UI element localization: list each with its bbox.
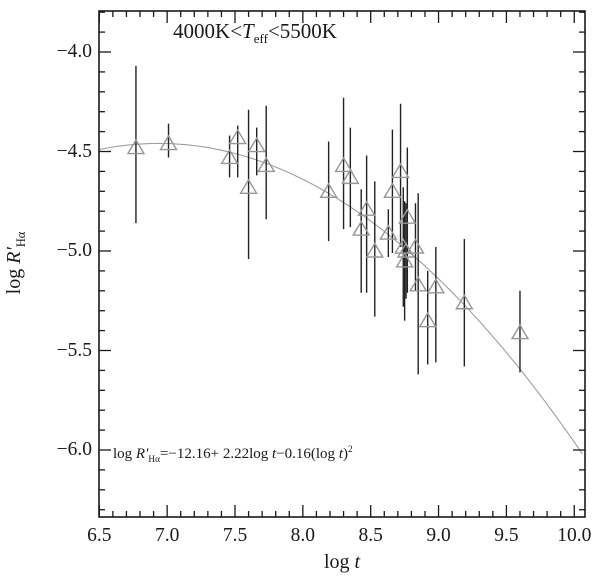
x-tick-label: 9.5	[494, 525, 519, 546]
data-point-marker	[239, 178, 258, 195]
data-point-marker	[379, 224, 398, 240]
data-point-marker	[357, 200, 376, 216]
data-point-marker	[126, 138, 146, 155]
teff-symbol: T	[242, 19, 254, 43]
data-point-marker	[408, 275, 428, 292]
x-title-t: t	[354, 551, 361, 573]
data-point-marker	[426, 277, 446, 294]
data-point-marker	[228, 128, 247, 145]
data-point-marker	[391, 162, 410, 179]
data-point-marker	[455, 293, 474, 310]
eq-coefficients: =−12.16+ 2.22log	[159, 446, 273, 462]
x-tick-label: 6.5	[87, 525, 112, 546]
y-title-halpha-subscript: Hα	[14, 231, 28, 248]
teff-range-post: <5500K	[267, 19, 337, 43]
data-point-marker	[159, 134, 178, 151]
x-title-log: log	[323, 551, 355, 573]
eq-close-paren: )	[342, 446, 348, 462]
teff-subscript: eff	[253, 31, 268, 47]
data-point-marker	[383, 182, 402, 198]
teff-range-pre: 4000K<	[173, 19, 243, 43]
eq-r-symbol: R′	[135, 446, 149, 462]
data-point-marker	[247, 136, 266, 153]
x-axis-title: log t	[280, 551, 404, 574]
data-point-marker	[396, 242, 416, 258]
plot-border	[98, 10, 586, 518]
eq-t-symbol-1: t	[272, 446, 277, 462]
eq-quadratic-term: −0.16(log	[276, 446, 339, 462]
x-tick-label: 10.0	[557, 525, 592, 546]
eq-log: log	[113, 446, 136, 462]
data-point-marker	[341, 168, 360, 185]
y-tick-label: −5.0	[56, 240, 92, 261]
y-title-r: R′	[3, 247, 25, 264]
annotation-teff-range: 4000K<Teff<5500K	[105, 19, 405, 47]
data-point-marker	[351, 220, 371, 236]
x-tick-label: 7.0	[154, 525, 180, 546]
y-tick-label: −6.0	[56, 439, 92, 460]
x-tick-label: 7.5	[222, 525, 248, 546]
data-point-marker	[334, 156, 353, 173]
annotation-fit-equation: log R′Hα=−12.16+ 2.22log t−0.16(log t)2	[113, 445, 353, 465]
data-point-marker	[395, 252, 414, 268]
y-tick-label: −4.0	[56, 41, 92, 62]
data-point-marker	[406, 238, 425, 254]
data-point-marker	[220, 148, 239, 165]
data-point-marker	[510, 323, 530, 340]
data-point-marker	[319, 182, 338, 198]
x-tick-label: 8.5	[358, 525, 383, 546]
data-point-marker	[365, 242, 384, 258]
x-tick-label: 8.0	[290, 525, 316, 546]
y-tick-label: −4.5	[56, 140, 92, 162]
fit-curve	[99, 142, 583, 455]
eq-halpha-subscript: Hα	[148, 455, 160, 465]
data-point-marker	[398, 208, 417, 224]
eq-square-superscript: 2	[347, 445, 353, 455]
x-tick-label: 9.0	[426, 525, 451, 546]
data-point-marker	[256, 156, 276, 173]
data-point-marker	[418, 311, 437, 328]
y-tick-label: −5.5	[56, 339, 92, 361]
y-title-log: log	[3, 263, 25, 295]
y-axis-title: log R′Hα	[3, 188, 29, 338]
eq-t-symbol-2: t	[338, 446, 343, 462]
